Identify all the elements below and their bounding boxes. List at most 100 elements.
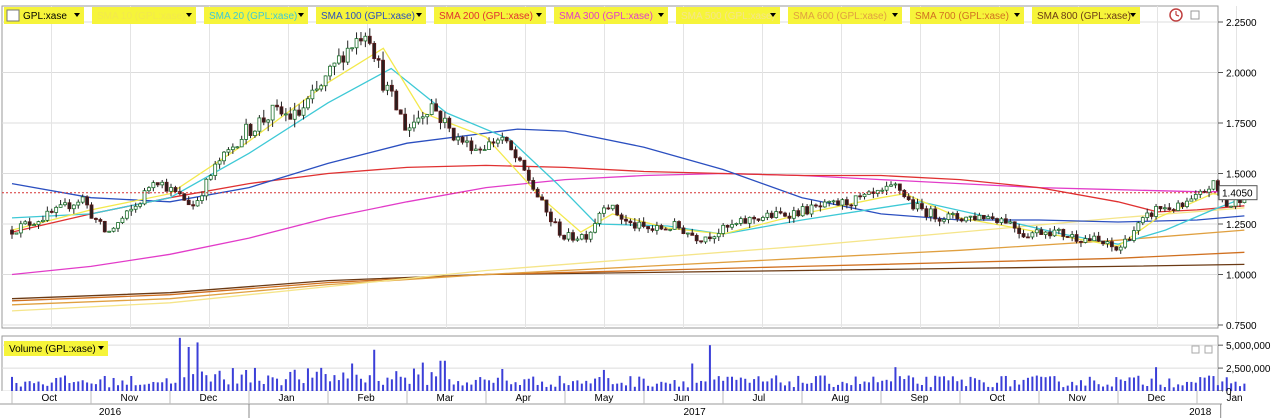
candle-body <box>495 139 500 144</box>
candle-body <box>1123 238 1128 248</box>
legend-item[interactable]: SMA 700 (GPL:xase) <box>910 7 1024 24</box>
candle-body <box>566 232 571 240</box>
candle-body <box>544 199 549 213</box>
sma-line <box>11 172 1245 276</box>
volume-bar <box>567 385 570 391</box>
volume-bar <box>1018 384 1021 391</box>
candle-body <box>45 210 50 221</box>
legend-item[interactable]: SMA 300 (GPL:xase) <box>554 7 668 24</box>
candle-body <box>1039 229 1044 235</box>
x-month-label: Dec <box>200 393 218 404</box>
volume-bar <box>46 385 49 391</box>
volume-bar <box>152 381 155 391</box>
volume-bar <box>1057 381 1060 391</box>
legend-item[interactable]: SMA 20 (GPL:xase) <box>204 7 308 24</box>
candle-body <box>968 215 973 218</box>
maximize-icon[interactable] <box>1190 10 1200 20</box>
legend-label: SMA 100 (GPL:xase) <box>321 11 415 22</box>
price-y-tick-label: 1.2500 <box>1226 220 1257 231</box>
volume-bar <box>320 367 323 391</box>
legend-item[interactable]: SMA 800 (GPL:xase) <box>1032 7 1140 24</box>
candle-body <box>1207 188 1211 193</box>
legend-item[interactable]: SMA 100 (GPL:xase) <box>316 7 426 24</box>
candle-body <box>650 228 655 231</box>
candle-body <box>297 109 302 116</box>
volume-bar <box>845 383 848 391</box>
candle-body <box>1052 229 1057 237</box>
volume-bar <box>187 347 190 391</box>
legend-item[interactable]: SMA 10 (GPL:xase) <box>92 7 196 24</box>
candle-body <box>1056 228 1061 231</box>
volume-bars <box>11 337 1246 391</box>
candle-body <box>624 218 628 222</box>
volume-bar <box>841 381 844 391</box>
volume-bar <box>611 384 614 391</box>
candle-body <box>1162 207 1167 210</box>
volume-bar <box>585 380 588 391</box>
volume-bar <box>1031 376 1034 391</box>
volume-maximize-icon[interactable] <box>1204 345 1213 354</box>
volume-bar <box>33 383 36 391</box>
volume-bar <box>382 384 385 391</box>
candle-body <box>778 211 783 214</box>
volume-restore-icon[interactable] <box>1191 345 1200 354</box>
volume-bar <box>121 380 124 391</box>
candle-body <box>721 224 726 234</box>
volume-bar <box>258 380 261 391</box>
volume-bar <box>227 384 230 391</box>
volume-bar <box>907 375 910 391</box>
volume-bar <box>947 380 950 391</box>
volume-bar <box>59 377 62 391</box>
volume-bar <box>536 384 539 391</box>
x-month-label: Sep <box>911 393 929 404</box>
volume-bar <box>68 383 71 391</box>
dropdown-arrow-icon <box>1014 13 1020 17</box>
volume-bar <box>757 376 760 391</box>
volume-bar <box>1004 375 1007 391</box>
legend-item[interactable]: GPL:xase <box>4 7 84 24</box>
candle-body <box>230 146 235 151</box>
volume-bar <box>147 383 150 391</box>
volume-bar <box>890 381 893 391</box>
volume-bar <box>178 337 181 391</box>
candle-body <box>924 208 929 218</box>
volume-bar <box>94 384 97 391</box>
x-month-label: Dec <box>1148 393 1166 404</box>
candle-body <box>632 222 637 229</box>
legend-item[interactable]: SMA 600 (GPL:xase) <box>788 7 902 24</box>
candle-body <box>1003 218 1008 224</box>
candle-body <box>1074 234 1079 242</box>
volume-bar <box>558 375 561 391</box>
clock-icon[interactable] <box>1169 8 1183 22</box>
candle-body <box>1193 194 1198 200</box>
candle-body <box>937 218 942 222</box>
volume-legend-chip[interactable]: Volume (GPL:xase) <box>4 341 108 356</box>
volume-bar <box>1026 377 1029 391</box>
candle-body <box>880 189 885 192</box>
candle-body <box>487 141 491 150</box>
volume-bar <box>726 376 729 391</box>
volume-bar <box>545 386 548 391</box>
sma-line <box>11 164 1245 233</box>
volume-bar <box>351 363 354 391</box>
volume-bar <box>722 380 725 391</box>
candle-body <box>270 104 275 121</box>
volume-bar <box>364 382 367 391</box>
volume-bar <box>231 368 234 391</box>
volume-bar <box>108 387 111 391</box>
candle-body <box>964 216 969 222</box>
candle-body <box>323 75 328 87</box>
candle-body <box>58 204 63 208</box>
candle-body <box>672 221 677 230</box>
legend-item[interactable]: SMA 200 (GPL:xase) <box>434 7 546 24</box>
volume-bar <box>280 385 283 391</box>
candle-body <box>451 127 456 141</box>
x-month-label: May <box>595 393 614 404</box>
volume-bar <box>430 372 433 391</box>
legend-item[interactable]: SMA 500 (GPL:xase) <box>676 7 780 24</box>
volume-bar <box>156 382 159 391</box>
dropdown-arrow-icon <box>74 13 80 17</box>
volume-legend-label: Volume (GPL:xase) <box>9 344 96 355</box>
candle-body <box>1114 246 1119 251</box>
candle-body <box>266 119 271 123</box>
